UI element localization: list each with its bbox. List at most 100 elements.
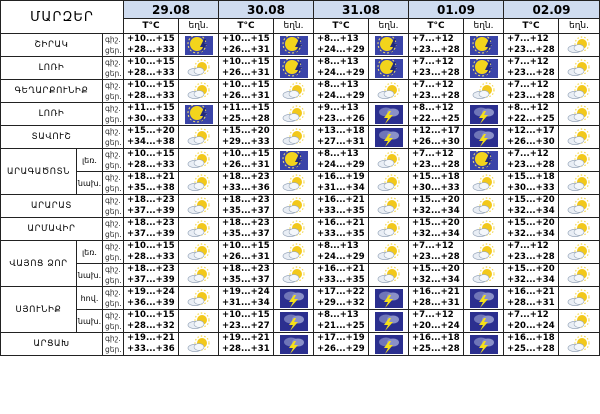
temperature-cell: +10...+15 +28...+33 bbox=[123, 148, 180, 172]
sun-cloud-icon bbox=[185, 174, 213, 193]
table-row: ԼՈՌԻ գիշ. ցեր. +11...+15 +30...+33 +11...+15 +… bbox=[0, 102, 600, 126]
temperature-cell: +18...+23 +33...+36 bbox=[218, 171, 275, 195]
temperature-cell: +16...+19 +31...+34 bbox=[313, 171, 370, 195]
weather-cell bbox=[463, 309, 505, 333]
weather-cell bbox=[273, 102, 315, 126]
temperature-cell: +10...+15 +28...+33 bbox=[123, 240, 180, 264]
temperature-cell: +8...+12 +22...+25 bbox=[408, 102, 465, 126]
sun-cloud-icon bbox=[375, 220, 403, 239]
sun-cloud-icon bbox=[565, 151, 593, 170]
day-temperature: +37...+39 bbox=[127, 206, 175, 216]
temperature-cell: +15...+20 +29...+33 bbox=[218, 125, 275, 149]
night-temperature: +15...+18 bbox=[412, 172, 460, 183]
temperature-cell: +7...+12 +20...+24 bbox=[408, 309, 465, 333]
weather-cell bbox=[368, 332, 410, 356]
weather-cell bbox=[558, 125, 600, 149]
night-temperature: +8...+12 bbox=[412, 103, 454, 114]
day-temperature: +23...+28 bbox=[507, 91, 555, 101]
day-temperature: +23...+28 bbox=[412, 45, 460, 55]
time-of-day-labels: գիշ. ցեր. bbox=[101, 263, 125, 287]
date-header: 01.09 bbox=[408, 0, 505, 19]
sun-cloud-icon bbox=[565, 243, 593, 262]
day-temperature: +23...+28 bbox=[412, 68, 460, 78]
temperature-cell: +10...+15 +26...+31 bbox=[218, 33, 275, 57]
day-temperature: +33...+36 bbox=[222, 183, 270, 193]
day-temperature: +25...+28 bbox=[412, 344, 460, 354]
day-temperature: +23...+28 bbox=[507, 45, 555, 55]
weather-column-header: եղն. bbox=[273, 18, 315, 34]
temperature-cell: +10...+15 +28...+32 bbox=[123, 309, 180, 333]
temperature-cell: +8...+12 +22...+25 bbox=[503, 102, 560, 126]
sun-cloud-icon bbox=[375, 82, 403, 101]
day-label: ցեր. bbox=[105, 69, 122, 78]
night-temperature: +10...+15 bbox=[127, 149, 175, 160]
time-of-day-labels: գիշ. ցեր. bbox=[101, 286, 125, 310]
night-temperature: +15...+20 bbox=[222, 126, 270, 137]
night-label: գիշ. bbox=[105, 311, 121, 320]
time-of-day-labels: գիշ. ցեր. bbox=[101, 332, 125, 356]
temperature-cell: +19...+24 +31...+34 bbox=[218, 286, 275, 310]
day-label: ցեր. bbox=[105, 276, 122, 285]
time-of-day-labels: գիշ. ցեր. bbox=[101, 125, 125, 149]
temperature-cell: +16...+21 +33...+35 bbox=[313, 263, 370, 287]
weather-cell bbox=[368, 79, 410, 103]
sun-cloud-icon bbox=[565, 220, 593, 239]
sun-cloud-icon bbox=[470, 174, 498, 193]
weather-cell bbox=[178, 240, 220, 264]
weather-cell bbox=[178, 286, 220, 310]
sun-cloud-icon bbox=[470, 82, 498, 101]
day-temperature: +28...+33 bbox=[127, 45, 175, 55]
night-temperature: +7...+12 bbox=[507, 34, 549, 45]
night-label: գիշ. bbox=[105, 58, 121, 67]
sun-cloud-icon bbox=[280, 174, 308, 193]
day-label: ցեր. bbox=[105, 161, 122, 170]
night-temperature: +16...+18 bbox=[507, 333, 555, 344]
day-temperature: +20...+24 bbox=[412, 321, 460, 331]
sun-storm-icon bbox=[469, 36, 498, 55]
weather-cell bbox=[273, 240, 315, 264]
day-temperature: +30...+33 bbox=[127, 114, 175, 124]
day-temperature: +26...+31 bbox=[222, 252, 270, 262]
weather-cell bbox=[558, 286, 600, 310]
day-temperature: +36...+39 bbox=[127, 298, 175, 308]
day-temperature: +24...+29 bbox=[317, 45, 365, 55]
night-label: գիշ. bbox=[105, 81, 121, 90]
night-temperature: +10...+15 bbox=[127, 80, 175, 91]
day-temperature: +22...+25 bbox=[412, 114, 460, 124]
day-temperature: +29...+33 bbox=[222, 137, 270, 147]
temperature-cell: +17...+19 +26...+29 bbox=[313, 332, 370, 356]
sun-storm-icon bbox=[184, 105, 213, 124]
sun-cloud-icon bbox=[470, 243, 498, 262]
day-temperature: +34...+38 bbox=[127, 137, 175, 147]
subregion-name: լեռ. bbox=[76, 240, 103, 264]
day-label: ցեր. bbox=[105, 322, 122, 331]
weather-cell bbox=[368, 194, 410, 218]
night-temperature: +7...+12 bbox=[507, 241, 549, 252]
temperature-cell: +11...+15 +30...+33 bbox=[123, 102, 180, 126]
weather-cell bbox=[178, 102, 220, 126]
sun-cloud-icon bbox=[185, 266, 213, 285]
day-temperature: +25...+28 bbox=[222, 114, 270, 124]
sun-cloud-icon bbox=[280, 105, 308, 124]
day-temperature: +35...+37 bbox=[222, 275, 270, 285]
sun-cloud-icon bbox=[185, 243, 213, 262]
sun-cloud-icon bbox=[470, 220, 498, 239]
time-of-day-labels: գիշ. ցեր. bbox=[101, 240, 125, 264]
weather-cell bbox=[463, 125, 505, 149]
day-label: ցեր. bbox=[105, 138, 122, 147]
temperature-column-header: T°C bbox=[313, 18, 370, 34]
temperature-column-header: T°C bbox=[503, 18, 560, 34]
weather-cell bbox=[558, 217, 600, 241]
region-name: ՏԱՎՈՒՇ bbox=[0, 125, 103, 149]
storm-icon bbox=[374, 128, 403, 147]
temperature-cell: +19...+21 +28...+31 bbox=[218, 332, 275, 356]
night-temperature: +18...+23 bbox=[127, 218, 175, 229]
weather-cell bbox=[558, 240, 600, 264]
night-label: գիշ. bbox=[105, 288, 121, 297]
temperature-cell: +15...+18 +30...+33 bbox=[503, 171, 560, 195]
subregion-name: լեռ. bbox=[76, 148, 103, 172]
temperature-cell: +15...+20 +34...+38 bbox=[123, 125, 180, 149]
storm-icon bbox=[469, 289, 498, 308]
sun-cloud-icon bbox=[470, 266, 498, 285]
night-temperature: +10...+15 bbox=[127, 241, 175, 252]
